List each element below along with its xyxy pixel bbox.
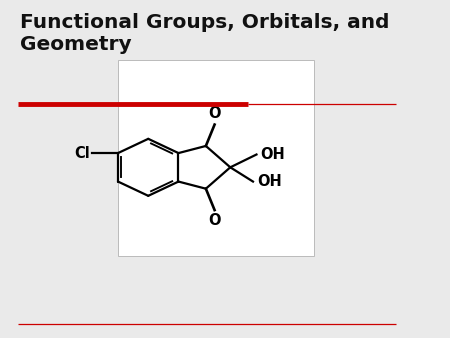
- Text: OH: OH: [261, 147, 285, 162]
- Text: Functional Groups, Orbitals, and
Geometry: Functional Groups, Orbitals, and Geometr…: [20, 13, 389, 54]
- Text: O: O: [208, 106, 221, 121]
- Text: Cl: Cl: [74, 146, 90, 161]
- FancyBboxPatch shape: [118, 60, 314, 256]
- Text: O: O: [208, 213, 221, 228]
- Text: OH: OH: [257, 174, 282, 189]
